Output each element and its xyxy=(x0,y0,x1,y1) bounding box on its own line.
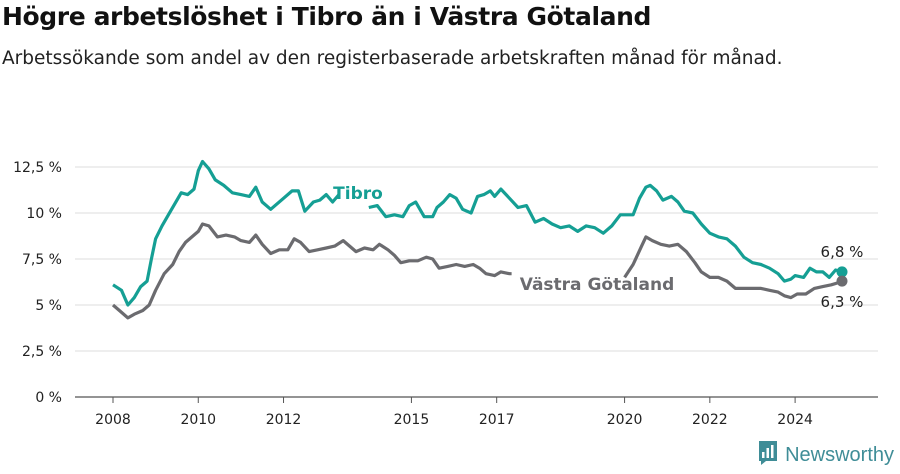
x-tick-label: 2008 xyxy=(95,412,131,428)
series-labels: Tibro Västra Götaland 6,8 % 6,3 % xyxy=(333,184,863,311)
y-tick-label: 0 % xyxy=(35,390,62,406)
x-tick-label: 2012 xyxy=(266,412,302,428)
bar-chart-icon xyxy=(757,440,779,470)
series-lines xyxy=(111,159,848,320)
series-end-point xyxy=(836,275,848,287)
y-tick-label: 5 % xyxy=(35,298,62,314)
x-tick-label: 2017 xyxy=(479,412,515,428)
x-tick-label: 2020 xyxy=(607,412,643,428)
series-line-0 xyxy=(368,183,843,283)
series-line-1 xyxy=(623,235,843,300)
brand-name: Newsworthy xyxy=(785,443,894,466)
series-line-1 xyxy=(111,222,512,320)
x-axis: 2008 2010 2012 2015 2017 2020 2022 2024 xyxy=(95,397,813,428)
y-tick-label: 2,5 % xyxy=(22,344,62,360)
x-tick-label: 2015 xyxy=(394,412,430,428)
y-tick-label: 10 % xyxy=(26,206,62,222)
y-tick-label: 7,5 % xyxy=(22,252,62,268)
x-tick-label: 2024 xyxy=(777,412,813,428)
newsworthy-logo[interactable]: Newsworthy xyxy=(757,440,894,470)
y-axis: 0 % 2,5 % 5 % 7,5 % 10 % 12,5 % xyxy=(13,160,62,406)
end-value-label-tibro: 6,8 % xyxy=(821,243,864,261)
y-tick-label: 12,5 % xyxy=(13,160,62,176)
chart-title: Högre arbetslöshet i Tibro än i Västra G… xyxy=(2,2,651,31)
x-tick-label: 2022 xyxy=(692,412,728,428)
series-label-vastra-gotaland: Västra Götaland xyxy=(520,275,675,295)
series-line-0 xyxy=(112,159,341,307)
chart-subtitle: Arbetssökande som andel av den registerb… xyxy=(2,48,783,69)
x-tick-label: 2010 xyxy=(180,412,216,428)
end-value-label-vastra-gotaland: 6,3 % xyxy=(821,293,864,311)
series-end-point xyxy=(836,266,848,278)
series-label-tibro: Tibro xyxy=(333,184,383,204)
